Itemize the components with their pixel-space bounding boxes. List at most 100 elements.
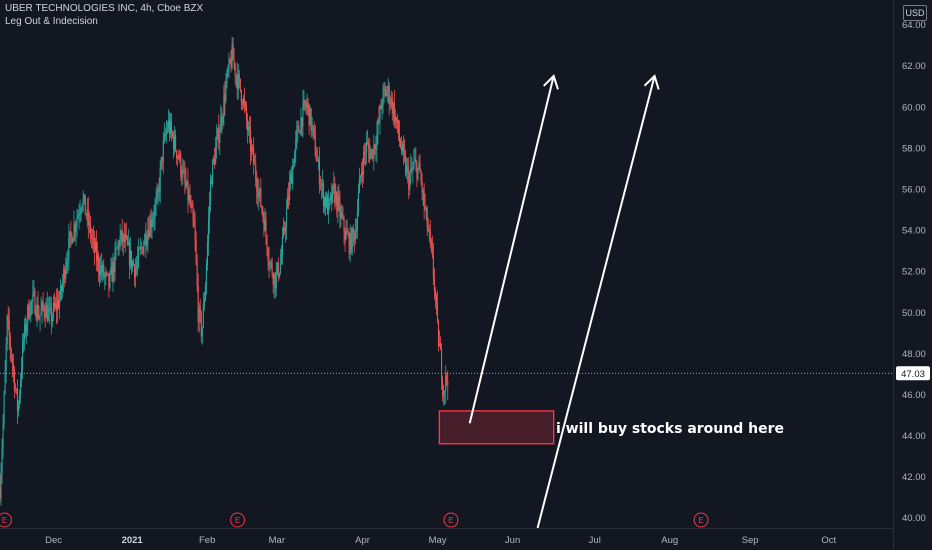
price-axis[interactable]: 40.00 42.00 44.00 46.00 48.00 50.00 52.00 54.00… [893,0,926,550]
candle-body [370,152,372,160]
candle-body [420,172,422,182]
candle-body [43,307,45,314]
candle-body [197,285,199,323]
candle-body [57,300,60,308]
candle-body [180,153,182,175]
candle-body [398,134,401,141]
candle-body [273,273,275,285]
candle-body [170,121,173,133]
candle-body [118,242,120,247]
candle-body [161,157,163,162]
indicator-name[interactable]: Leg Out & Indecision [5,16,98,27]
demand-zone-rect [438,410,555,445]
candle-body [440,343,442,350]
candle-body [63,269,65,283]
candle-body [214,158,216,165]
y-tick-label: 44.00 [902,431,926,442]
candle-body [435,295,438,304]
candle-body [40,309,42,316]
candle-body [348,234,350,254]
demand-zone[interactable] [438,410,555,445]
arrow-shaft [536,75,656,529]
candle-body [206,241,208,265]
earnings-marker-label: E [698,516,703,525]
candle-body [347,233,349,235]
candle-body [165,130,167,136]
candle-body [159,167,161,192]
candle-body [371,149,373,153]
currency-button[interactable]: USD [903,5,927,21]
candle-body [191,204,193,208]
candle-body [95,242,98,261]
candle-body [414,159,416,162]
candle-body [145,234,147,246]
candle-body [406,166,408,174]
candle-body [208,203,211,220]
candle-body [432,254,434,278]
annotation-text[interactable]: i will buy stocks around here [556,421,784,437]
candle-body [259,188,261,192]
candle-body [143,244,145,254]
candle-body [431,245,433,255]
candle-body [0,486,1,499]
candle-body [200,313,202,337]
candle-body [291,174,293,184]
candle-body [22,342,24,371]
candle-body [126,237,128,245]
y-tick-label: 54.00 [902,226,926,237]
candle-body [441,349,443,382]
candle-body [446,375,448,382]
candle-body [272,274,274,285]
candle-body [90,236,92,238]
symbol-title[interactable]: UBER TECHNOLOGIES INC, 4h, Cboe BZX [5,3,204,14]
candle-body [267,250,269,261]
candle-body [76,218,78,227]
candle-body [182,169,184,178]
candle-body [3,393,5,424]
earnings-marker [0,512,12,528]
candle-body [138,248,140,261]
arrow-annotations[interactable] [468,74,660,529]
candle-body [59,298,61,308]
candle-body [280,254,282,263]
candle-body [353,232,355,241]
candle-body [364,152,366,154]
candle-body [219,131,221,144]
candle-body [340,212,342,218]
candle-body [405,156,407,174]
candle-body [108,273,110,288]
candle-body [236,75,238,90]
candle-body [382,89,384,106]
candle-body [261,206,263,211]
candle-body [174,135,176,150]
candle-body [290,174,292,183]
candle-body [361,172,364,175]
candle-body [104,275,106,278]
candle-body [18,394,21,403]
candle-body [211,179,213,185]
candle-body [362,152,365,175]
candle-body [250,129,252,152]
x-tick-label: Aug [661,535,678,546]
candle-body [23,340,25,343]
candle-body [323,197,326,206]
candle-body [422,190,424,193]
candle-body [268,260,270,266]
candle-body [64,269,66,280]
candle-body [192,207,194,220]
candle-body [130,250,132,268]
candle-body [202,304,204,328]
candle-body [89,221,91,237]
candle-body [339,200,341,218]
candle-body [299,131,301,134]
candle-body [350,233,352,252]
candle-body [400,147,403,152]
time-axis[interactable]: Dec 2021 Feb Mar Apr May Jun Jul Aug Sep Oct [0,528,893,547]
candle-body [330,194,332,199]
candle-body [286,196,289,209]
candle-body [123,234,125,242]
candle-body [112,261,114,282]
